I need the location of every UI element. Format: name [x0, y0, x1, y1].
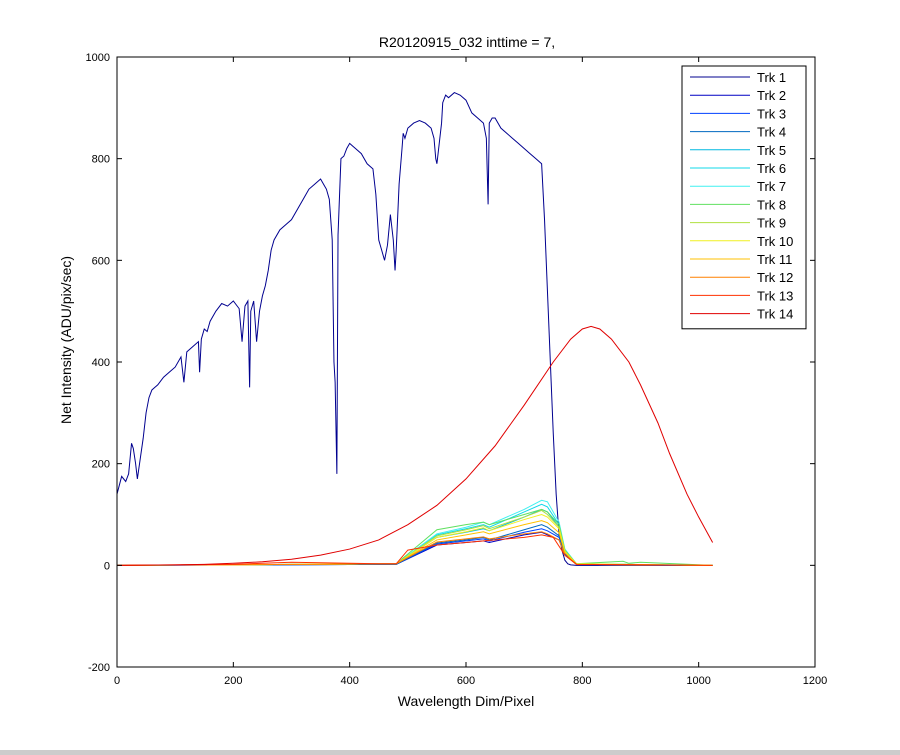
legend-label: Trk 3	[757, 106, 786, 121]
legend-label: Trk 8	[757, 197, 786, 212]
legend-label: Trk 5	[757, 143, 786, 158]
series-line-8	[116, 508, 713, 566]
legend-label: Trk 9	[757, 216, 786, 231]
legend-label: Trk 2	[757, 88, 786, 103]
x-tick-label: 400	[340, 675, 358, 687]
series-layer	[116, 91, 714, 566]
legend-label: Trk 6	[757, 161, 786, 176]
legend-label: Trk 10	[757, 234, 793, 249]
x-tick-label: 600	[457, 675, 475, 687]
legend-label: Trk 11	[757, 252, 792, 267]
series-line-14	[116, 325, 714, 566]
x-tick-label: 1000	[686, 675, 710, 687]
y-tick-label: 400	[92, 357, 110, 369]
y-tick-label: 800	[92, 154, 110, 166]
series-line-1	[116, 91, 713, 566]
x-tick-label: 200	[224, 675, 242, 687]
legend-label: Trk 13	[757, 288, 793, 303]
legend-label: Trk 12	[757, 270, 793, 285]
series-line-11	[116, 520, 713, 566]
y-axis-ticks: -200 0 200 400 600 800 1000	[86, 52, 815, 674]
y-tick-label: 600	[92, 255, 110, 267]
chart-title: R20120915_032 inttime = 7,	[379, 34, 555, 50]
series-line-13	[116, 534, 713, 566]
x-tick-label: 1200	[803, 675, 827, 687]
x-tick-label: 800	[573, 675, 591, 687]
legend-box	[681, 65, 807, 330]
y-tick-label: 0	[104, 560, 110, 572]
x-tick-label: 0	[114, 675, 120, 687]
y-tick-label: 200	[92, 459, 110, 471]
y-tick-label: -200	[88, 662, 110, 674]
legend-label: Trk 1	[757, 70, 786, 85]
y-tick-label: 1000	[86, 52, 110, 64]
legend-label: Trk 7	[757, 179, 786, 194]
legend-label: Trk 4	[757, 125, 786, 140]
x-axis-label: Wavelength Dim/Pixel	[398, 693, 534, 709]
y-axis-label: Net Intensity (ADU/pix/sec)	[58, 256, 74, 424]
legend-label: Trk 14	[757, 307, 793, 322]
x-axis-ticks: 0 200 400 600 800 1000 1200	[114, 57, 827, 687]
legend: Trk 1 Trk 2 Trk 3 Trk 4 Trk 5 Trk 6 Trk 7 Trk 8…	[681, 65, 807, 330]
